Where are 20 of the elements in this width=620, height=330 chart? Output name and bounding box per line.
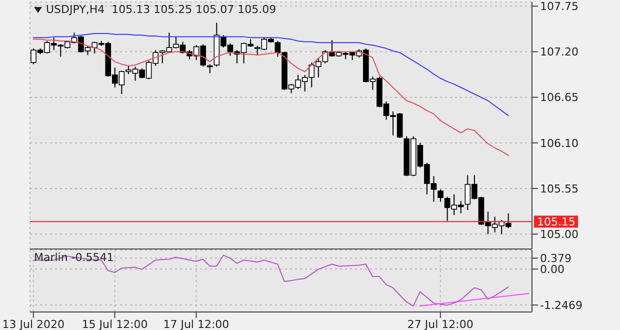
y-tick-label: 0.00 bbox=[540, 262, 564, 276]
ref-line-label: 105.15 bbox=[537, 216, 576, 229]
y-tick-label: 107.75 bbox=[540, 0, 578, 14]
candlestick bbox=[206, 64, 213, 74]
y-tick-label: 0.379 bbox=[540, 252, 572, 266]
line-series bbox=[32, 254, 509, 306]
y-tick-label: 105.00 bbox=[540, 228, 578, 241]
x-tick-label: 13 Jul 2020 bbox=[2, 318, 65, 330]
x-tick-label: 17 Jul 12:00 bbox=[163, 318, 230, 330]
candlestick bbox=[438, 188, 444, 202]
y-tick-label: -1.2469 bbox=[540, 298, 582, 312]
x-tick-label: 15 Jul 12:00 bbox=[82, 318, 148, 330]
line-series bbox=[32, 38, 509, 156]
y-tick-label: 106.10 bbox=[540, 136, 578, 150]
y-tick-label: 105.55 bbox=[540, 182, 578, 196]
chart-title: USDJPY,H4 105.13 105.25 105.07 105.09 bbox=[46, 3, 276, 16]
y-tick-label: 107.20 bbox=[540, 46, 578, 59]
line-series bbox=[32, 32, 509, 116]
x-tick-label: 27 Jul 12:00 bbox=[407, 318, 474, 330]
y-tick-label: 106.65 bbox=[540, 91, 578, 104]
